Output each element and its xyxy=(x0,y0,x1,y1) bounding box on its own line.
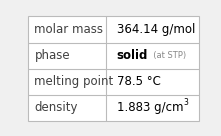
Text: molar mass: molar mass xyxy=(34,23,103,36)
Bar xyxy=(106,95,199,121)
Text: 364.14 g/mol: 364.14 g/mol xyxy=(117,23,195,36)
Bar xyxy=(28,42,106,69)
Text: phase: phase xyxy=(34,49,70,62)
Text: 3: 3 xyxy=(183,98,188,107)
Bar xyxy=(106,69,199,95)
Bar xyxy=(28,95,106,121)
Text: melting point: melting point xyxy=(34,75,114,88)
Text: density: density xyxy=(34,101,78,115)
Text: (at STP): (at STP) xyxy=(148,51,186,60)
Text: 78.5 °C: 78.5 °C xyxy=(117,75,161,88)
Bar xyxy=(106,16,199,42)
Text: solid: solid xyxy=(117,49,148,62)
Bar xyxy=(106,42,199,69)
Text: 1.883 g/cm: 1.883 g/cm xyxy=(117,101,183,115)
Bar xyxy=(28,69,106,95)
Bar xyxy=(28,16,106,42)
